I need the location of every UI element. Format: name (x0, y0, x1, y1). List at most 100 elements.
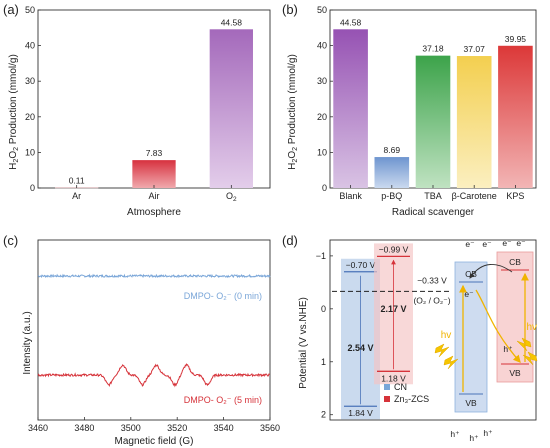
panel-d-electron-label: e⁻ (502, 238, 512, 248)
panel-c-series-line (37, 273, 271, 279)
panel-d-gap-label: 2.54 V (347, 343, 373, 353)
panel-b-bar-value-label: 8.69 (384, 145, 401, 155)
panel-b-bar-value-label: 44.58 (340, 17, 362, 27)
panel-c-series-label: DMPO- O₂⁻ (5 min) (184, 395, 262, 405)
panel-c-xlabel: Magnetic field (G) (115, 436, 194, 447)
panel-a-bar-chart: H2O2 Production (mmol/g) Atmosphere 0 10 2… (8, 5, 271, 218)
panel-d-hole-label: h⁺ (450, 429, 460, 439)
panel-b-ytick-label: 10 (317, 147, 327, 157)
panel-d-light-label: hv (441, 330, 452, 341)
panel-b-ytick-label: 50 (317, 5, 327, 15)
panel-c-ylabel: Intensity (a.u.) (22, 311, 33, 374)
panel-b-bar (333, 29, 368, 189)
panel-b-ylabel: H2O2 Production (mmol/g) (287, 54, 299, 170)
panel-b-category-label: Blank (339, 191, 362, 201)
panel-d-scheme-cn-cb-label: CB (465, 269, 477, 279)
panel-d-frame (329, 239, 537, 421)
panel-d-band-diagram: Potential (V vs.NHE) −1 0 1 2 −0.70 V 1.84 V 2… (298, 238, 538, 443)
panel-d-hole-label: h⁺ (503, 344, 513, 354)
panel-d-ytick-label: 0 (321, 304, 326, 314)
panel-a-xlabel: Atmosphere (127, 207, 181, 218)
panel-a-ytick-label: 10 (25, 147, 35, 157)
panel-a-ytick-label: 50 (25, 5, 35, 15)
panel-a-category-label: Ar (72, 191, 81, 201)
panel-label-c: (c) (3, 233, 18, 248)
panel-b-bar-value-label: 37.07 (464, 44, 486, 54)
panel-d-ytick-label: −1 (316, 251, 326, 261)
panel-label-a: (a) (3, 2, 19, 17)
panel-c-xtick-label: 3480 (74, 423, 94, 433)
panel-a-bar-value-label: 7.83 (146, 148, 163, 158)
panel-d-scheme-zcs-cb-label: CB (509, 257, 521, 267)
panel-d-lightning-icon (522, 351, 538, 366)
panel-a-ylabel: H2O2 Production (mmol/g) (8, 54, 20, 170)
panel-b-xlabel: Radical scavenger (392, 207, 475, 218)
panel-b-bar (415, 55, 451, 189)
panel-b-category-label: p-BQ (381, 191, 402, 201)
panel-d-cb-value: −0.70 V (346, 260, 376, 270)
panel-a-category-label: O2 (226, 191, 237, 203)
panel-b-category-label: TBA (424, 191, 442, 201)
panel-a-bar-value-label: 0.11 (69, 176, 85, 186)
panel-d-ylabel: Potential (V vs.NHE) (298, 297, 309, 389)
panel-c-xtick-label: 3540 (214, 423, 234, 433)
panel-label-d: (d) (282, 233, 298, 248)
panel-d-photo-transfer-arrow (475, 289, 521, 363)
panel-d-scheme-cn-box (454, 261, 488, 413)
panel-d-legend-label: CN (394, 382, 407, 392)
panel-a-bar-value-label: 44.58 (221, 17, 243, 27)
panel-c-series-label: DMPO- O₂⁻ (0 min) (184, 291, 262, 301)
panel-d-electron-transfer-arrow (469, 264, 513, 279)
panel-b-bar-chart: H2O2 Production (mmol/g) Radical scaveng… (287, 5, 537, 218)
panel-d-scheme-zcs-vb-label: VB (509, 368, 521, 378)
panel-d-electron-label: e⁻ (465, 239, 475, 249)
panel-d-vb-value: 1.18 V (381, 373, 406, 383)
panel-b-category-label: β-Carotene (452, 191, 497, 201)
panel-d-redox-value: −0.33 V (417, 275, 447, 285)
panel-c-xtick-label: 3560 (260, 423, 280, 433)
panel-a-category-label: Air (149, 191, 160, 201)
panel-d-legend-swatch (384, 396, 390, 402)
panel-a-bar (132, 160, 176, 188)
panel-b-bar (456, 56, 492, 189)
panel-d-lightning-icon (516, 337, 532, 352)
panel-c-epr-spectrum: Intensity (a.u.) Magnetic field (G) 3460… (22, 239, 280, 447)
panel-b-category-label: KPS (506, 191, 524, 201)
panel-c-series-line (37, 363, 271, 388)
panel-d-hole-label: h⁺ (483, 428, 493, 438)
panel-d-scheme-zcs-box (496, 251, 534, 383)
panel-b-ytick-label: 20 (317, 112, 327, 122)
panel-a-ytick-label: 20 (25, 112, 35, 122)
panel-b-bar (374, 157, 410, 188)
panel-a-ytick-label: 0 (30, 183, 35, 193)
panel-d-electron-label: e⁻ (516, 238, 526, 248)
panel-b-ytick-label: 40 (317, 41, 327, 51)
panel-b-bar-value-label: 39.95 (505, 34, 527, 44)
panel-c-frame (37, 239, 271, 421)
panel-d-light-label: hv (526, 322, 537, 333)
panel-a-bar (209, 29, 253, 189)
panel-d-electron-label: e⁻ (482, 239, 492, 249)
panel-b-ytick-label: 0 (322, 183, 327, 193)
panel-d-lightning-icon (443, 355, 459, 370)
panel-d-vb-value: 1.84 V (348, 408, 373, 418)
panel-b-bar (498, 45, 533, 188)
panel-c-xtick-label: 3460 (28, 423, 48, 433)
panel-d-ytick-label: 2 (321, 410, 326, 420)
panel-d-scheme-cn-vb-label: VB (465, 398, 477, 408)
panel-a-ytick-label: 40 (25, 41, 35, 51)
panel-label-b: (b) (282, 2, 298, 17)
panel-d-ytick-label: 1 (321, 357, 326, 367)
panel-b-ytick-label: 30 (317, 76, 327, 86)
panel-d-lightning-icon (434, 343, 450, 358)
panel-d-legend-label: Zn₃-ZCS (394, 394, 429, 404)
panel-d-cb-value: −0.99 V (379, 244, 409, 254)
panel-b-bar-value-label: 37.18 (422, 44, 444, 54)
panel-c-xtick-label: 3500 (121, 423, 141, 433)
panel-c-xtick-label: 3520 (167, 423, 187, 433)
panel-a-ytick-label: 30 (25, 76, 35, 86)
panel-d-gap-label: 2.17 V (380, 304, 406, 314)
panel-d-redox-couple: (O₂ / O₂⁻) (413, 295, 450, 305)
panel-d-hole-label: h⁺ (469, 433, 479, 443)
